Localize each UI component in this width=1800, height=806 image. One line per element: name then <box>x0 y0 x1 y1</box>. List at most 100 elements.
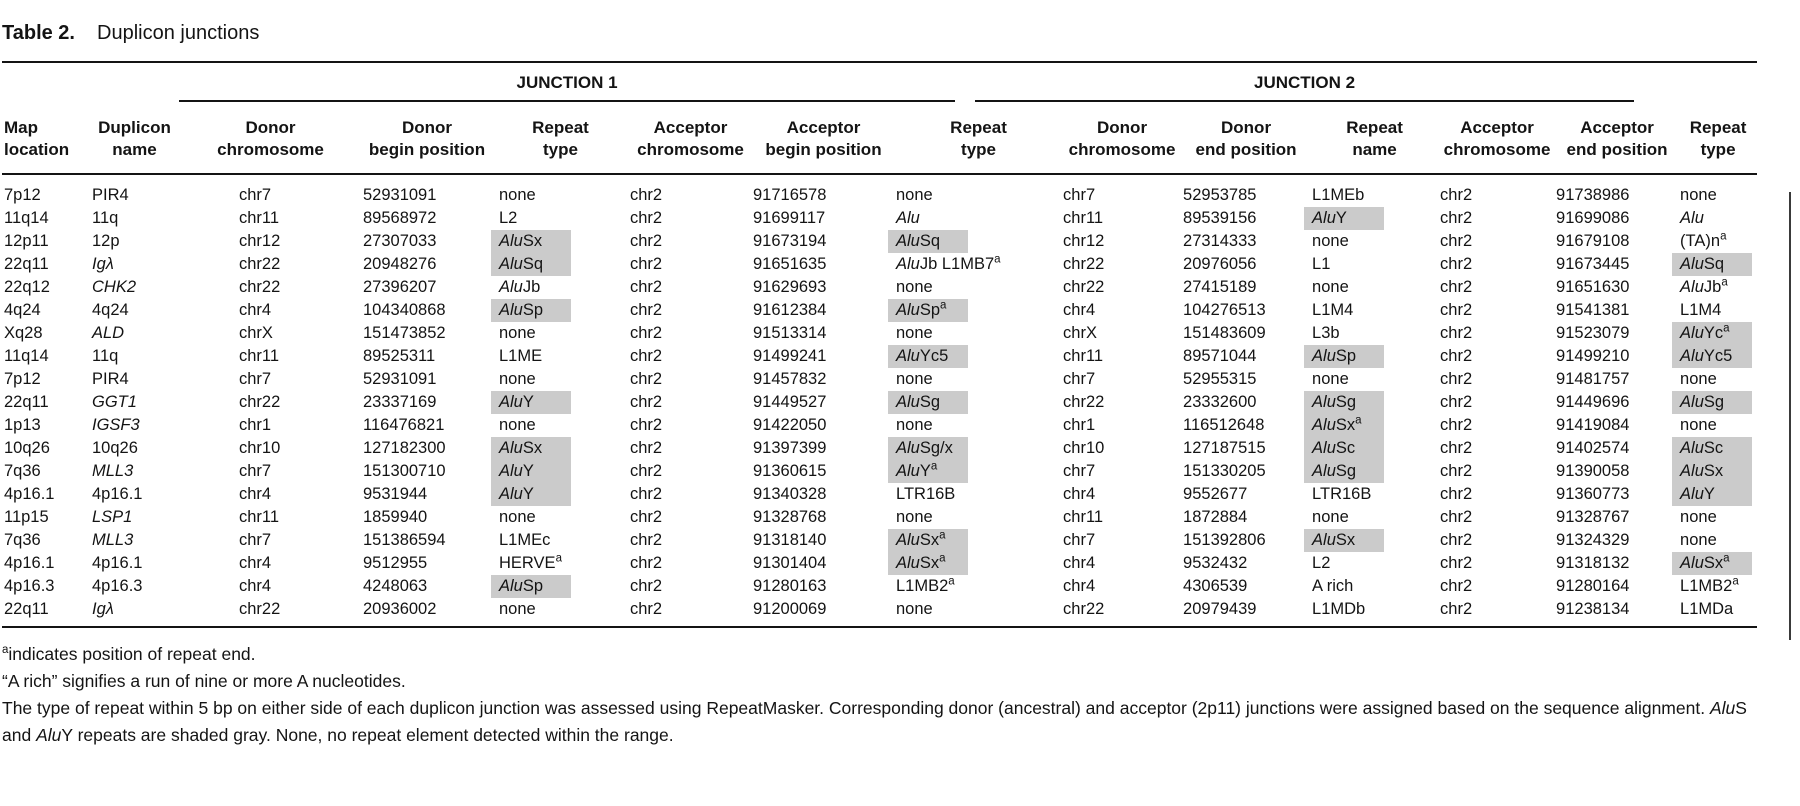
table-cell: AluY <box>1672 483 1757 506</box>
group-header-junction-2: JUNCTION 2 <box>975 63 1757 102</box>
table-cell: chr7 <box>1063 462 1096 480</box>
table-cell: none <box>896 324 933 342</box>
group-header-row: JUNCTION 1 JUNCTION 2 <box>2 63 1757 102</box>
table-cell: 91457832 <box>753 370 827 388</box>
table-cell: 91679108 <box>1556 232 1630 250</box>
table-cell: IGSF3 <box>92 416 140 434</box>
table-cell: none <box>1680 416 1717 434</box>
shaded-repeat-value: AluY <box>491 391 571 414</box>
table-cell: 10q26 <box>4 439 50 457</box>
table-cell: chr2 <box>1440 209 1473 227</box>
table-cell: AluY <box>1304 207 1439 230</box>
shaded-repeat-value: AluYca <box>1672 322 1753 345</box>
table-cell: chrX <box>239 324 273 342</box>
table-cell: L1M4 <box>1312 301 1354 319</box>
table-cell: chr2 <box>630 232 663 250</box>
table-cell: chr2 <box>1440 347 1473 365</box>
table-cell: AluSxa <box>1304 414 1439 437</box>
table-cell: chr4 <box>239 301 272 319</box>
column-header-donor-chromosome: Donor chromosome <box>179 102 362 175</box>
table-cell: AluSp <box>491 575 629 598</box>
shaded-repeat-value: AluYc5 <box>888 345 968 368</box>
table-cell: ALD <box>92 324 125 342</box>
table-cell: Alu <box>896 209 920 227</box>
shaded-repeat-value: AluSx <box>1304 529 1385 552</box>
table-cell: AluJb <box>499 278 541 296</box>
table-cell: AluJba <box>1680 276 1728 296</box>
table-cell: 23337169 <box>363 393 437 411</box>
table-cell: L1MDb <box>1312 600 1366 618</box>
table-cell: LSP1 <box>92 508 133 526</box>
group-header-spacer <box>2 63 179 102</box>
table-cell: 4p16.1 <box>92 485 143 503</box>
table-cell: 4p16.1 <box>92 554 143 572</box>
table-cell: 22q11 <box>4 393 49 411</box>
shaded-repeat-value: AluSp <box>1304 345 1385 368</box>
table-cell: none <box>1312 232 1349 250</box>
table-cell: (TA)na <box>1680 230 1727 250</box>
table-cell: 20976056 <box>1183 255 1257 273</box>
paper-table-sheet: Table 2. Duplicon junctions JUNCTION 1 JUN… <box>2 22 1758 745</box>
table-cell: L1MB2a <box>1680 575 1739 595</box>
table-cell: none <box>896 370 933 388</box>
table-cell: 91738986 <box>1556 186 1630 204</box>
table-cell: 27314333 <box>1183 232 1257 250</box>
table-cell: chr2 <box>630 301 663 319</box>
table-cell: L1MEc <box>499 531 551 549</box>
table-cell: L1M4 <box>1680 301 1722 319</box>
table-cell: 91402574 <box>1556 439 1630 457</box>
table-cell: none <box>896 186 933 204</box>
table-cell: chr4 <box>1063 301 1096 319</box>
group-header-label: JUNCTION 1 <box>179 72 956 102</box>
table-cell: 151473852 <box>363 324 446 342</box>
table-cell: chr2 <box>1440 186 1473 204</box>
table-cell: 91318132 <box>1556 554 1630 572</box>
table-cell: Igλ <box>92 255 114 273</box>
table-cell: chr7 <box>1063 531 1096 549</box>
table-cell: 52931091 <box>363 186 437 204</box>
table-cell: 91716578 <box>753 186 827 204</box>
table-cell: chr22 <box>1063 255 1105 273</box>
table-cell: 91673445 <box>1556 255 1630 273</box>
table-cell: chr2 <box>630 485 663 503</box>
shaded-repeat-value: AluY <box>491 483 571 506</box>
table-cell: MLL3 <box>92 531 134 549</box>
table-cell: chr2 <box>1440 531 1473 549</box>
table-cell: chr2 <box>630 209 663 227</box>
table-cell: AluSpa <box>888 299 1062 322</box>
table-cell: LTR16B <box>1312 485 1372 503</box>
table-cell: 1872884 <box>1183 508 1248 526</box>
table-cell: 9531944 <box>363 485 428 503</box>
table-cell: 91481757 <box>1556 370 1630 388</box>
column-header-duplicon-name: Duplicon name <box>90 102 179 175</box>
column-header-acceptor-begin-position: Acceptor begin position <box>752 102 895 175</box>
table-cell: 4p16.1 <box>4 485 55 503</box>
table-cell: 116512648 <box>1183 416 1265 434</box>
table-cell: chr10 <box>1063 439 1105 457</box>
table-cell: chr2 <box>1440 439 1473 457</box>
column-header-map-location: Map location <box>2 102 90 175</box>
table-cell: 4p16.1 <box>4 554 55 572</box>
table-cell: AluSg <box>888 391 1062 414</box>
table-cell: chr2 <box>630 462 663 480</box>
table-cell: 7q36 <box>4 531 41 549</box>
table-cell: 91651630 <box>1556 278 1630 296</box>
table-cell: chr2 <box>1440 600 1473 618</box>
table-row: 12p11 12p chr12 27307033 AluSx chr2 91673194 Al… <box>2 230 1757 253</box>
shaded-repeat-value: AluSc <box>1304 437 1385 460</box>
table-cell: L2 <box>499 209 518 227</box>
shaded-repeat-value: AluSp <box>491 575 571 598</box>
table-cell: 20936002 <box>363 600 437 618</box>
table-cell: chr2 <box>1440 278 1473 296</box>
column-header-repeat-type: Repeat type <box>1679 102 1758 175</box>
table-cell: chr2 <box>1440 508 1473 526</box>
shaded-repeat-value: AluY <box>1304 207 1385 230</box>
table-cell: chr2 <box>630 278 663 296</box>
table-cell: chr2 <box>630 186 663 204</box>
table-cell: 23332600 <box>1183 393 1257 411</box>
table-cell: chr11 <box>239 209 280 227</box>
table-cell: chr10 <box>239 439 281 457</box>
table-cell: chr2 <box>1440 301 1473 319</box>
table-cell: 91651635 <box>753 255 827 273</box>
table-cell: 4p16.3 <box>92 577 143 595</box>
